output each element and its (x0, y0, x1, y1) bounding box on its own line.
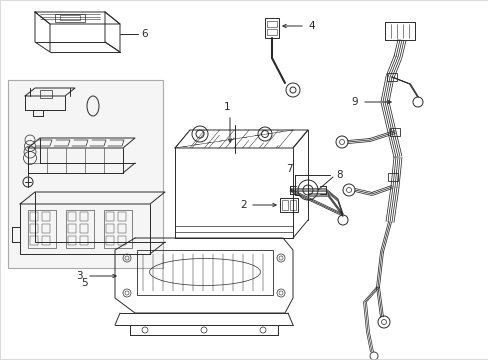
Bar (387, 173, 397, 181)
Text: 3: 3 (76, 271, 83, 281)
Bar (66, 210, 94, 248)
Text: 7: 7 (286, 164, 292, 174)
Bar (42, 224, 50, 233)
Bar (106, 212, 114, 221)
Bar (106, 224, 114, 233)
Bar (80, 236, 88, 245)
Bar (118, 212, 126, 221)
Bar (60, 15, 80, 20)
Bar (68, 224, 76, 233)
Bar (389, 128, 399, 136)
Bar (104, 210, 132, 248)
Bar (280, 198, 297, 212)
Bar (266, 29, 276, 35)
Text: 5: 5 (81, 278, 88, 288)
Bar (118, 236, 126, 245)
Text: 4: 4 (307, 21, 314, 31)
Bar (137, 250, 272, 295)
Bar (40, 90, 52, 98)
Bar (282, 200, 287, 210)
Bar (42, 212, 50, 221)
Text: 8: 8 (335, 170, 342, 180)
Bar (266, 21, 276, 27)
Bar (68, 236, 76, 245)
Bar (30, 236, 38, 245)
Bar (118, 224, 126, 233)
Bar (68, 212, 76, 221)
Bar (289, 200, 295, 210)
Bar (30, 224, 38, 233)
Text: 1: 1 (223, 102, 230, 112)
Bar (42, 236, 50, 245)
Bar (386, 73, 396, 81)
Bar (80, 212, 88, 221)
Bar (28, 210, 56, 248)
Bar (8, 80, 163, 268)
Text: 2: 2 (240, 200, 246, 210)
Bar (30, 212, 38, 221)
Bar (55, 14, 85, 22)
Bar (106, 236, 114, 245)
Bar (80, 224, 88, 233)
Bar (264, 18, 279, 38)
Text: 6: 6 (141, 29, 147, 39)
Text: 9: 9 (351, 97, 357, 107)
